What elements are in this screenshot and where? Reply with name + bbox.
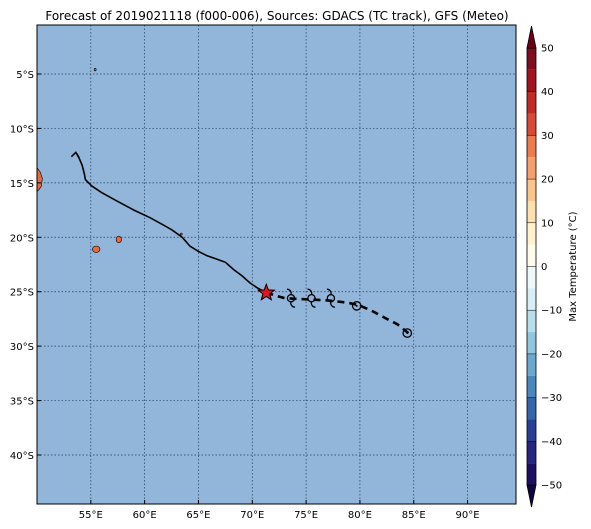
colorbar-band [527, 441, 536, 464]
colorbar-band [527, 244, 536, 267]
colorbar-tick-label: −20 [541, 349, 562, 360]
colorbar-tick-label: −10 [541, 306, 562, 317]
colorbar-tick-label: −30 [541, 393, 562, 404]
colorbar-band [527, 222, 536, 245]
colorbar-band [527, 113, 536, 136]
y-tick-label: 35°S [10, 397, 34, 408]
past-track-line [76, 153, 267, 294]
colorbar-label: Max Temperature (°C) [568, 211, 579, 321]
y-tick-label: 30°S [10, 342, 34, 353]
cyclone-symbol [286, 288, 296, 308]
colorbar-band [527, 463, 536, 485]
y-tick-label: 40°S [10, 451, 34, 462]
colorbar-band [527, 419, 536, 442]
current-position-star-shape [256, 282, 276, 301]
colorbar-band [527, 375, 536, 398]
colorbar-tick-label: 0 [541, 262, 547, 273]
colorbar-band [527, 310, 536, 333]
island [92, 245, 101, 253]
low-pressure-symbols [351, 301, 413, 338]
cyclone-symbol [326, 288, 336, 308]
x-tick-label: 60°E [133, 510, 157, 521]
ocean-background [37, 25, 516, 504]
y-tick-label: 5°S [16, 70, 34, 81]
current-position-star [256, 282, 276, 301]
map-area [36, 24, 517, 505]
island [179, 232, 183, 236]
colorbar-tick-label: 20 [541, 175, 554, 186]
y-tick-label: 20°S [10, 233, 34, 244]
colorbar-band [527, 288, 536, 311]
colorbar-band [527, 179, 536, 201]
x-tick-label: 80°E [348, 510, 372, 521]
colorbar: 50 40 30 20 10 0 −10 −20 −30 −40 −50 [526, 25, 562, 508]
y-tick-label: 15°S [10, 179, 34, 190]
colorbar-band [527, 332, 536, 354]
chart-title: Forecast of 2019021118 (f000-006), Sourc… [45, 9, 508, 23]
colorbar-band [527, 353, 536, 376]
y-axis-ticks: 5°S 10°S 15°S 20°S 25°S 30°S 35°S 40°S [10, 70, 41, 462]
track-start-hook [70, 151, 80, 159]
x-tick-label: 55°E [79, 510, 103, 521]
island [115, 235, 122, 244]
low-pressure-symbol [351, 301, 362, 311]
colorbar-tick-label: 50 [541, 44, 554, 55]
map-frame [36, 24, 517, 505]
colorbar-band [527, 266, 536, 289]
colorbar-tick-label: 10 [541, 218, 554, 229]
x-axis-ticks: 55°E 60°E 65°E 70°E 75°E 80°E 85°E 90°E [79, 500, 480, 521]
colorbar-band [527, 91, 536, 114]
colorbar-band [527, 397, 536, 420]
x-tick-label: 65°E [186, 510, 210, 521]
island [93, 68, 97, 72]
map-gridlines [37, 25, 516, 504]
colorbar-tick-label: −40 [541, 437, 562, 448]
x-tick-label: 75°E [294, 510, 318, 521]
cyclone-symbols [286, 288, 336, 308]
x-tick-label: 85°E [402, 510, 426, 521]
colorbar-under-extension [526, 484, 537, 508]
colorbar-band [527, 48, 536, 70]
colorbar-band [527, 157, 536, 180]
y-tick-label: 25°S [10, 288, 34, 299]
x-tick-label: 90°E [456, 510, 480, 521]
low-pressure-symbol [402, 328, 413, 338]
x-tick-label: 70°E [240, 510, 264, 521]
y-tick-label: 10°S [10, 124, 34, 135]
colorbar-tick-label: 30 [541, 131, 554, 142]
colorbar-tick-label: −50 [541, 481, 562, 492]
colorbar-band [527, 69, 536, 92]
colorbar-band [527, 135, 536, 158]
colorbar-over-extension [526, 25, 537, 49]
colorbar-tick-label: 40 [541, 87, 554, 98]
colorbar-band [527, 200, 536, 223]
cyclone-symbol [307, 288, 316, 308]
